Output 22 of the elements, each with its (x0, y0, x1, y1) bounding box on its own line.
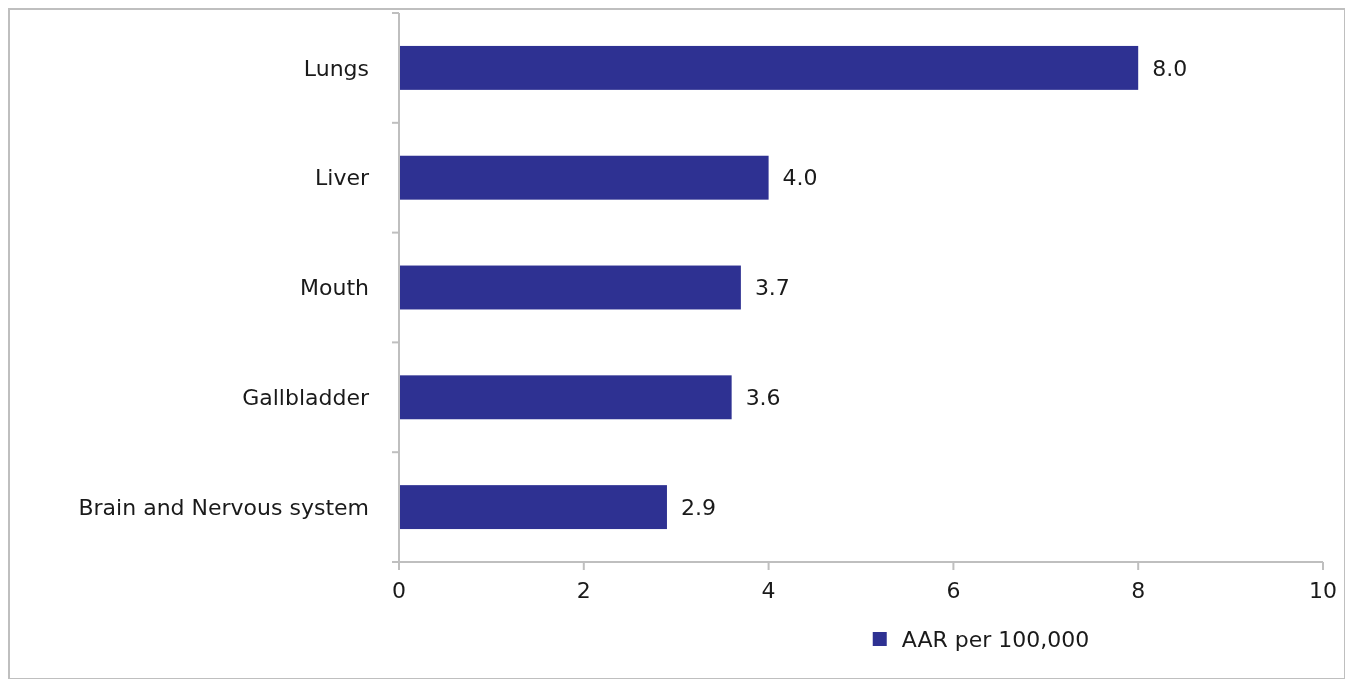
data-label: 2.9 (680, 494, 716, 520)
bar (399, 485, 667, 530)
y-tick-label: Gallbladder (242, 385, 370, 410)
x-tick-label: 4 (761, 578, 776, 603)
data-label: 8.0 (1152, 55, 1188, 81)
y-tick-label: Lungs (303, 55, 369, 81)
y-tick-label: Liver (315, 165, 370, 191)
bar (399, 45, 1139, 90)
x-tick-label: 0 (392, 578, 406, 603)
y-tick-label: Brain and Nervous system (78, 494, 369, 520)
bar (399, 375, 732, 420)
y-tick-label: Mouth (300, 275, 369, 301)
data-label: 4.0 (782, 165, 818, 191)
data-label: 3.6 (745, 385, 781, 410)
legend-label: AAR per 100,000 (901, 626, 1090, 652)
x-tick-label: 8 (1131, 578, 1146, 603)
bar (399, 155, 769, 200)
x-tick-label: 2 (576, 578, 591, 603)
data-label: 3.7 (754, 275, 790, 301)
bar (399, 265, 741, 310)
x-tick-label: 6 (946, 578, 961, 603)
x-tick-label: 10 (1309, 578, 1337, 603)
